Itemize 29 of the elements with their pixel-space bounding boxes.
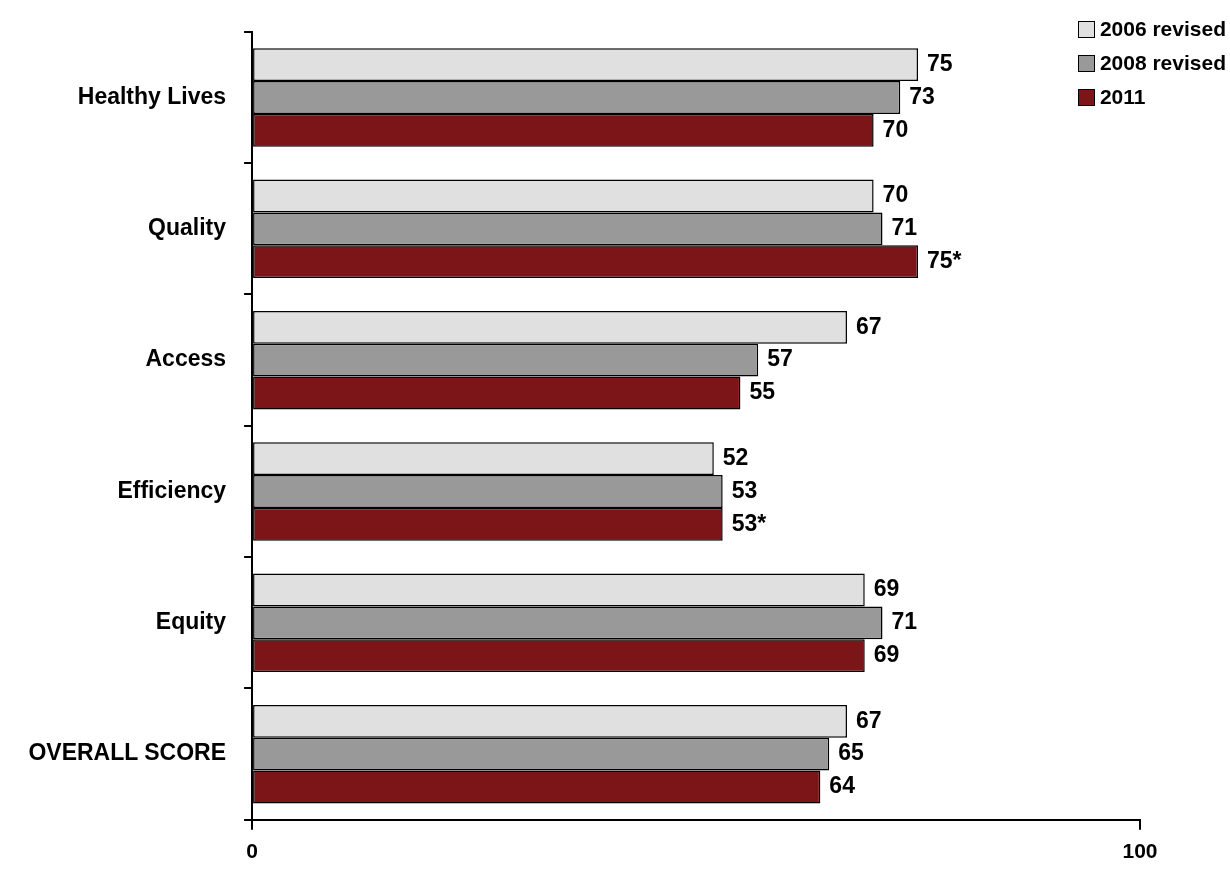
data-label: 53* xyxy=(731,509,767,536)
data-label: 75* xyxy=(927,246,962,273)
data-label: 53 xyxy=(731,476,758,503)
data-label: 73 xyxy=(909,82,935,109)
y-tick-label: Healthy Lives xyxy=(77,82,227,109)
x-tick-label: 100 xyxy=(1122,839,1158,863)
data-label: 71 xyxy=(891,214,918,241)
data-label: 70 xyxy=(882,181,909,208)
data-label: 57 xyxy=(767,345,793,372)
legend-label: 2006 revised xyxy=(1099,17,1226,41)
y-tick-label: Equity xyxy=(155,608,227,635)
data-label: 67 xyxy=(855,312,882,339)
y-tick-label: Access xyxy=(145,345,227,372)
data-label: 52 xyxy=(722,443,749,470)
y-tick-label: Efficiency xyxy=(117,476,227,503)
data-label: 64 xyxy=(829,772,856,799)
data-label: 71 xyxy=(891,608,918,635)
data-label: 69 xyxy=(873,575,900,602)
legend-label: 2008 revised xyxy=(1099,51,1226,75)
data-label: 55 xyxy=(749,378,776,405)
y-tick-label: Quality xyxy=(148,214,227,241)
data-label: 69 xyxy=(873,640,900,667)
x-tick-label: 0 xyxy=(246,839,258,863)
data-label: 65 xyxy=(838,739,865,766)
data-label: 75 xyxy=(927,49,953,76)
y-tick-label: OVERALL SCORE xyxy=(28,739,227,766)
data-label: 70 xyxy=(882,115,909,142)
data-label: 67 xyxy=(855,706,882,733)
legend-label: 2011 xyxy=(1099,85,1146,109)
